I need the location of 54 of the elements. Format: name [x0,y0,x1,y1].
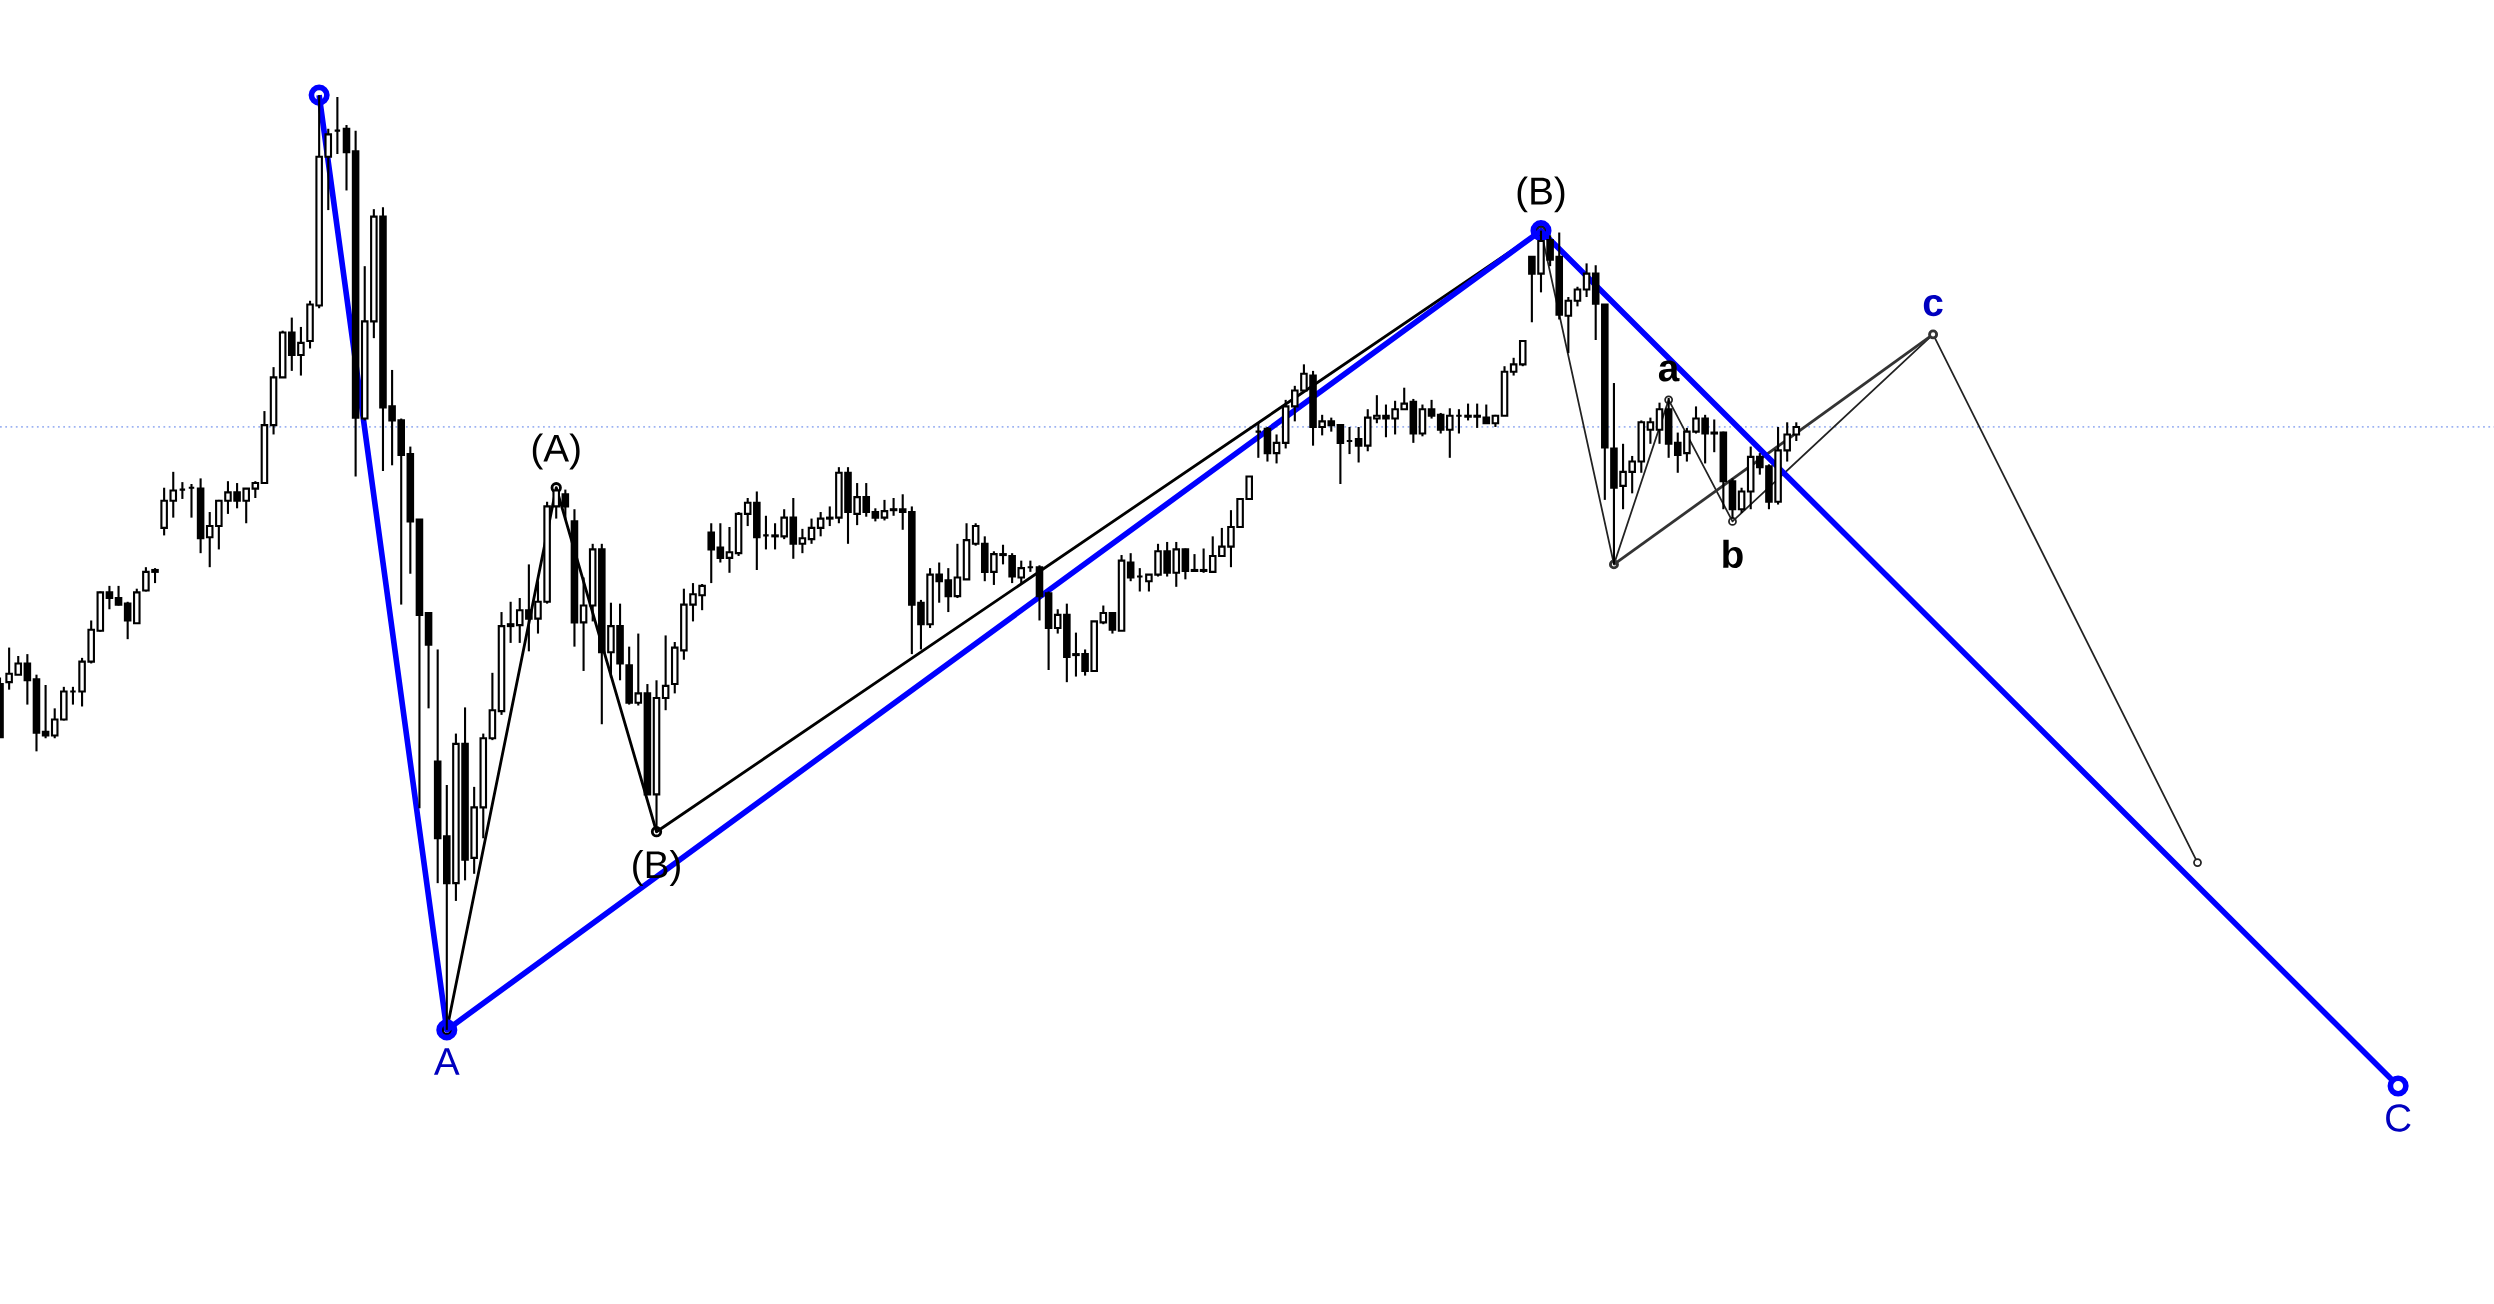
candlestick [561,488,570,521]
candlestick [342,123,351,192]
candlestick [41,683,50,740]
candlestick [807,517,816,545]
candlestick [579,576,588,673]
candlestick [944,567,953,614]
candlestick [1737,486,1746,515]
annotation: (A) [532,433,580,470]
annotation: A [433,1048,460,1075]
candlestick [953,542,962,600]
annotation: C [2386,1104,2411,1132]
candlestick [1427,398,1436,420]
candlestick [123,600,132,641]
candlestick [1181,547,1190,581]
candlestick [1573,285,1582,308]
candlestick [880,498,889,522]
point [1664,395,1674,405]
candlestick [1446,407,1454,459]
point [1530,220,1552,242]
candlestick [1646,416,1655,445]
candlestick [1199,547,1208,574]
candlestick [707,522,716,585]
annotation: b [1723,539,1743,569]
candlestick [716,522,725,564]
annotation: c [1923,294,1943,317]
candlestick [1190,553,1199,573]
candlestick [1518,339,1527,368]
candlestick [1336,423,1345,486]
candlestick [1436,411,1445,435]
candlestick [798,527,807,555]
candlestick [816,510,825,538]
candlestick [114,584,123,607]
candlestick [971,522,980,547]
candlestick [1099,604,1108,626]
candlestick [743,496,752,528]
candlestick [1582,262,1591,299]
candlestick [1655,401,1664,445]
candlestick [105,584,114,611]
candlestick [506,600,515,644]
annotation: (B) [1517,176,1565,213]
candlestick [1126,552,1135,583]
candlestick [1354,425,1363,464]
candlestick [1564,295,1573,355]
candlestick [1272,433,1281,465]
candlestick [1792,421,1801,443]
annotation: a [1658,360,1680,382]
candlestick [725,525,734,574]
candlestick [661,634,670,712]
point [308,84,330,106]
candlestick [23,653,32,706]
point [436,1019,458,1041]
candlestick [634,632,643,707]
point [1728,516,1737,526]
candlestick [1108,610,1117,635]
